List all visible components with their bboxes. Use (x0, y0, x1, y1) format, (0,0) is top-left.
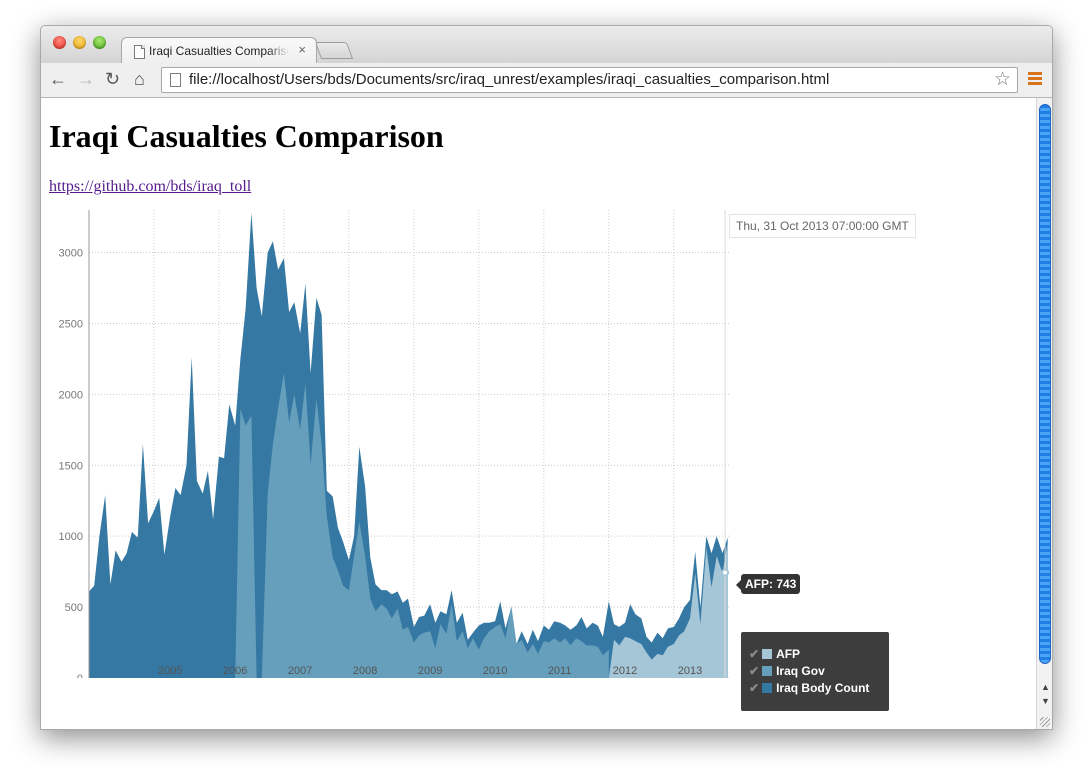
legend-label: AFP (776, 647, 801, 661)
legend-swatch-afp (762, 649, 773, 659)
forward-arrow-icon[interactable]: → (77, 69, 95, 89)
window-zoom-icon[interactable] (93, 36, 106, 49)
browser-tab[interactable]: Iraqi Casualties Comparison × (121, 37, 317, 64)
x-tick-label: 2008 (353, 665, 377, 677)
legend-item-afp[interactable]: ✔ AFP (749, 647, 800, 664)
tab-close-icon[interactable]: × (298, 42, 306, 57)
casualties-chart[interactable]: 0 500 1000 1500 2000 2500 3000 2005 2006 2007 2008… (41, 208, 1035, 678)
y-tick-label: 2500 (59, 318, 83, 330)
page-document-icon (170, 73, 181, 87)
y-tick-label: 3000 (59, 248, 83, 260)
check-icon[interactable]: ✔ (749, 647, 760, 661)
legend-item-iraq-gov[interactable]: ✔ Iraq Gov (749, 664, 825, 681)
vertical-scrollbar[interactable]: ▲ ▼ (1036, 98, 1052, 729)
chart-legend: ✔ AFP ✔ Iraq Gov ✔ Iraq Body Count (741, 632, 889, 711)
area-iraq-body-count[interactable] (89, 212, 728, 678)
x-tick-label: 2013 (678, 665, 702, 677)
bookmark-star-icon[interactable]: ☆ (993, 69, 1011, 90)
address-url[interactable]: file://localhost/Users/bds/Documents/src… (189, 71, 830, 88)
scroll-up-arrow-icon[interactable]: ▲ (1041, 682, 1050, 692)
check-icon[interactable]: ✔ (749, 664, 760, 678)
x-tick-label: 2010 (483, 665, 507, 677)
legend-label: Iraq Body Count (776, 681, 870, 695)
y-tick-label: 1000 (59, 531, 83, 543)
legend-swatch-iraq-gov (762, 666, 773, 676)
menu-icon[interactable] (1028, 72, 1042, 86)
x-tick-label: 2012 (613, 665, 637, 677)
new-tab-button[interactable] (314, 42, 354, 59)
reload-icon[interactable]: ↻ (105, 69, 121, 89)
window-close-icon[interactable] (53, 36, 66, 49)
back-arrow-icon[interactable]: ← (49, 69, 67, 89)
page-title: Iraqi Casualties Comparison (49, 118, 444, 154)
legend-swatch-iraq-body-count (762, 683, 773, 693)
browser-window: Iraqi Casualties Comparison × ← → ↻ ⌂ fi… (40, 25, 1053, 730)
chart-areas (89, 212, 728, 678)
tab-document-icon (134, 45, 145, 59)
legend-label: Iraq Gov (776, 664, 825, 678)
chart-axes: 0 500 1000 1500 2000 2500 3000 2005 2006 2007 2008… (59, 210, 702, 678)
hover-value-tooltip: AFP: 743 (735, 574, 801, 594)
legend-item-iraq-body-count[interactable]: ✔ Iraq Body Count (749, 681, 869, 698)
window-minimize-icon[interactable] (73, 36, 86, 49)
tab-title: Iraqi Casualties Comparison (149, 44, 289, 58)
x-tick-label: 2005 (158, 665, 182, 677)
area-afp[interactable] (608, 541, 728, 678)
y-tick-label: 1500 (59, 460, 83, 472)
repo-link[interactable]: https://github.com/bds/iraq_toll (49, 178, 252, 195)
hover-point (721, 568, 730, 577)
browser-toolbar: ← → ↻ ⌂ file://localhost/Users/bds/Docum… (41, 63, 1052, 98)
y-tick-label: 500 (65, 602, 83, 614)
y-tick-label: 0 (77, 673, 83, 678)
x-tick-label: 2011 (548, 665, 572, 677)
scroll-down-arrow-icon[interactable]: ▼ (1041, 696, 1050, 706)
x-tick-label: 2006 (223, 665, 247, 677)
scrollbar-thumb[interactable] (1039, 104, 1051, 664)
title-bar: Iraqi Casualties Comparison × (41, 26, 1052, 64)
y-tick-label: 2000 (59, 389, 83, 401)
address-bar[interactable]: file://localhost/Users/bds/Documents/src… (161, 67, 1018, 93)
page-content: Iraqi Casualties Comparison https://gith… (41, 98, 1035, 729)
resize-grip-icon[interactable] (1040, 717, 1050, 727)
hover-time-label: Thu, 31 Oct 2013 07:00:00 GMT (729, 214, 916, 238)
x-tick-label: 2007 (288, 665, 312, 677)
x-tick-label: 2009 (418, 665, 442, 677)
home-icon[interactable]: ⌂ (134, 69, 145, 89)
area-iraq-gov[interactable] (235, 373, 609, 678)
check-icon[interactable]: ✔ (749, 681, 760, 695)
